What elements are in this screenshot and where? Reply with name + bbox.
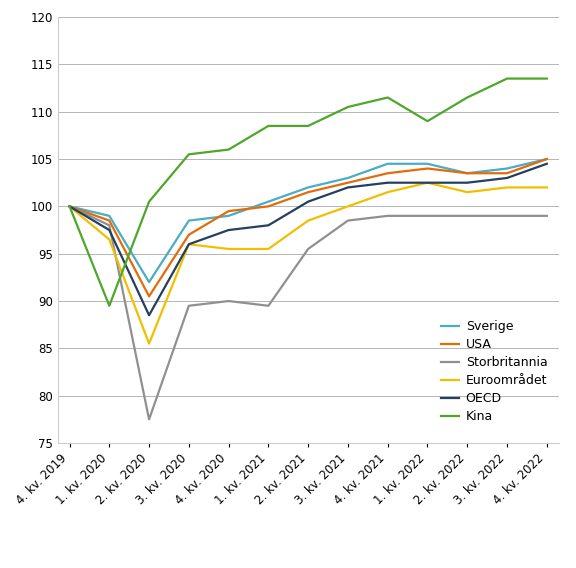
Kina <box>543 75 550 82</box>
OECD <box>265 222 272 229</box>
USA <box>543 156 550 162</box>
Kina <box>503 75 510 82</box>
OECD <box>185 241 192 248</box>
Kina <box>185 151 192 158</box>
Sverige <box>464 170 471 177</box>
Sverige <box>185 217 192 224</box>
USA <box>225 208 232 215</box>
Storbritannia <box>185 302 192 309</box>
Sverige <box>225 212 232 219</box>
OECD <box>344 184 351 191</box>
Kina <box>464 94 471 101</box>
Storbritannia <box>146 416 153 423</box>
Line: OECD: OECD <box>70 164 547 315</box>
Storbritannia <box>464 212 471 219</box>
Sverige <box>265 198 272 205</box>
Kina <box>424 118 431 124</box>
USA <box>503 170 510 177</box>
Storbritannia <box>424 212 431 219</box>
Sverige <box>543 156 550 162</box>
OECD <box>464 179 471 186</box>
Euroområdet <box>503 184 510 191</box>
USA <box>66 203 73 210</box>
Storbritannia <box>503 212 510 219</box>
OECD <box>146 312 153 319</box>
USA <box>424 165 431 172</box>
Line: Kina: Kina <box>70 78 547 306</box>
Euroområdet <box>146 340 153 347</box>
USA <box>305 189 312 195</box>
Euroområdet <box>265 245 272 252</box>
OECD <box>66 203 73 210</box>
Euroområdet <box>305 217 312 224</box>
Line: Sverige: Sverige <box>70 159 547 282</box>
Kina <box>344 103 351 110</box>
Kina <box>305 123 312 130</box>
Sverige <box>66 203 73 210</box>
OECD <box>543 160 550 167</box>
Kina <box>66 203 73 210</box>
Kina <box>225 146 232 153</box>
USA <box>265 203 272 210</box>
Storbritannia <box>66 203 73 210</box>
Kina <box>106 302 113 309</box>
OECD <box>424 179 431 186</box>
Storbritannia <box>265 302 272 309</box>
Euroområdet <box>543 184 550 191</box>
Euroområdet <box>464 189 471 195</box>
USA <box>106 217 113 224</box>
OECD <box>384 179 391 186</box>
Storbritannia <box>384 212 391 219</box>
Sverige <box>305 184 312 191</box>
USA <box>146 293 153 300</box>
Kina <box>265 123 272 130</box>
Line: USA: USA <box>70 159 547 296</box>
Legend: Sverige, USA, Storbritannia, Euroområdet, OECD, Kina: Sverige, USA, Storbritannia, Euroområdet… <box>435 315 552 428</box>
Euroområdet <box>66 203 73 210</box>
Euroområdet <box>185 241 192 248</box>
Storbritannia <box>543 212 550 219</box>
Euroområdet <box>384 189 391 195</box>
Storbritannia <box>344 217 351 224</box>
Euroområdet <box>424 179 431 186</box>
Kina <box>146 198 153 205</box>
Euroområdet <box>106 236 113 243</box>
Storbritannia <box>305 245 312 252</box>
Sverige <box>344 174 351 181</box>
USA <box>185 231 192 238</box>
USA <box>344 179 351 186</box>
Euroområdet <box>344 203 351 210</box>
Sverige <box>384 160 391 167</box>
Line: Euroområdet: Euroområdet <box>70 183 547 344</box>
Sverige <box>106 212 113 219</box>
USA <box>464 170 471 177</box>
Euroområdet <box>225 245 232 252</box>
USA <box>384 170 391 177</box>
Kina <box>384 94 391 101</box>
Storbritannia <box>225 298 232 304</box>
OECD <box>503 174 510 181</box>
Line: Storbritannia: Storbritannia <box>70 206 547 419</box>
OECD <box>225 227 232 233</box>
Sverige <box>146 279 153 286</box>
OECD <box>305 198 312 205</box>
Storbritannia <box>106 222 113 229</box>
OECD <box>106 227 113 233</box>
Sverige <box>424 160 431 167</box>
Sverige <box>503 165 510 172</box>
